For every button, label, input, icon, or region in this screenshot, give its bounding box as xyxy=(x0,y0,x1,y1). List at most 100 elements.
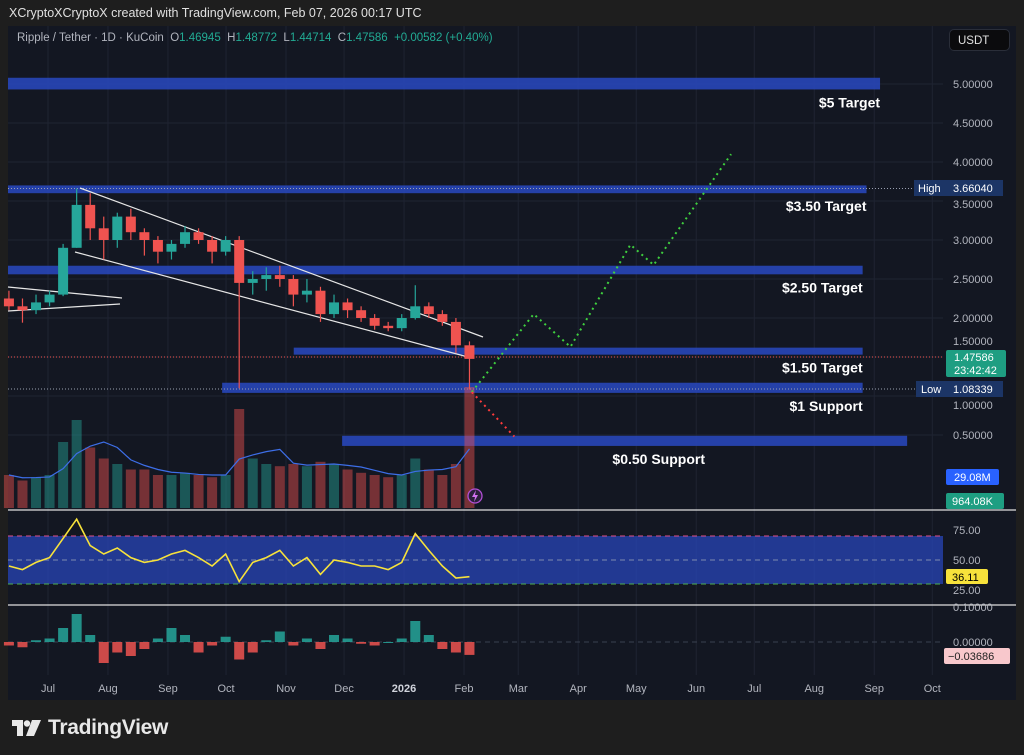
macd-panel xyxy=(3,614,943,663)
currency-button[interactable]: USDT xyxy=(949,29,1010,51)
candle-body xyxy=(274,275,285,279)
low-tag-label: Low xyxy=(921,384,941,396)
macd-histogram-bar xyxy=(180,635,191,642)
macd-histogram-bar xyxy=(125,642,136,656)
candle-body xyxy=(98,228,109,240)
low-tag: Low 1.08339 xyxy=(916,381,1003,397)
volume-bar xyxy=(98,458,109,508)
volume-bar xyxy=(423,469,434,508)
high-value: 1.48772 xyxy=(235,32,278,44)
candle-body xyxy=(31,302,42,311)
change-value: +0.00582 (+0.40%) xyxy=(394,32,493,44)
zone-band[interactable] xyxy=(8,185,867,194)
zone-band[interactable] xyxy=(8,265,863,275)
rsi-tick-label: 25.00 xyxy=(953,585,981,597)
rsi-tick-label: 75.00 xyxy=(953,525,981,537)
macd-histogram-bar xyxy=(17,642,28,648)
volume-bar xyxy=(437,475,448,508)
rsi-tag: 36.11 xyxy=(946,569,988,584)
macd-histogram-bar xyxy=(301,638,312,642)
macd-histogram-bar xyxy=(383,642,394,643)
axes: 5.00000 4.50000 4.00000 3.50000 3.00000 2.500… xyxy=(41,79,993,695)
price-tick-label: 3.50000 xyxy=(953,199,993,211)
volume-bar xyxy=(464,387,475,508)
volume-bar xyxy=(220,475,231,508)
chart-credit: XCryptoXCryptoX created with TradingView… xyxy=(9,6,422,20)
candle-body xyxy=(437,314,448,322)
macd-histogram-bar xyxy=(112,642,123,653)
rsi-panel xyxy=(8,517,943,585)
time-tick-label: Aug xyxy=(804,683,824,695)
macd-histogram-bar xyxy=(139,642,150,649)
price-tick-label: 4.00000 xyxy=(953,157,993,169)
volume-bar xyxy=(85,447,96,508)
volume-bar xyxy=(450,464,461,508)
high-tag-label: High xyxy=(918,183,941,195)
volume-tag: 29.08M xyxy=(946,469,999,485)
high-tag-value: 3.66040 xyxy=(953,183,993,195)
price-tick-label: 5.00000 xyxy=(953,79,993,91)
candle-body xyxy=(3,298,14,307)
macd-tag: −0.03686 xyxy=(944,648,1010,664)
brand-name: TradingView xyxy=(48,716,169,739)
zone-label: $1.50 Target xyxy=(782,360,863,376)
candle-body xyxy=(329,302,340,315)
low-label: L xyxy=(283,32,290,44)
price-tick-label: 2.50000 xyxy=(953,274,993,286)
symbol-legend[interactable]: Ripple / Tether · 1D · KuCoin O1.46945 H… xyxy=(17,32,493,44)
candle-body xyxy=(301,290,312,295)
candle-body xyxy=(410,306,421,318)
time-tick-label: Dec xyxy=(334,683,354,695)
zone-band[interactable] xyxy=(342,435,908,446)
macd-histogram-bar xyxy=(58,628,69,642)
zone-label: $0.50 Support xyxy=(612,451,705,467)
low-tag-value: 1.08339 xyxy=(953,384,993,396)
zone-labels: $5 Target $3.50 Target $2.50 Target $1.50 T… xyxy=(612,94,880,466)
wedge-lower-line[interactable] xyxy=(74,251,469,358)
zone-band[interactable] xyxy=(222,382,863,393)
volume-ma-line xyxy=(8,441,470,479)
candle-body xyxy=(125,216,136,233)
macd-histogram-bar xyxy=(166,628,177,642)
zone-band[interactable] xyxy=(8,77,881,90)
candle-body xyxy=(193,232,204,240)
time-tick-label: Apr xyxy=(570,683,587,695)
projections[interactable] xyxy=(470,153,732,438)
price-tick-label: 3.00000 xyxy=(953,235,993,247)
candle-body xyxy=(207,240,218,252)
time-tick-label: Mar xyxy=(509,683,528,695)
lightning-icon[interactable] xyxy=(467,488,483,504)
low-value: 1.44714 xyxy=(289,32,332,44)
volume-bar xyxy=(288,464,299,508)
macd-histogram-bar xyxy=(207,642,218,646)
candle-body xyxy=(423,306,434,315)
zone-band[interactable] xyxy=(293,347,863,355)
macd-histogram-bar xyxy=(152,638,163,642)
macd-histogram-bar xyxy=(369,642,380,646)
zones xyxy=(8,77,908,446)
volume-value: 29.08M xyxy=(954,472,991,484)
candle-body xyxy=(71,204,82,248)
macd-histogram-bar xyxy=(3,642,14,646)
volume-ma-tag: 964.08K xyxy=(946,493,1004,509)
macd-tick-label: 0.10000 xyxy=(953,602,993,614)
symbol-name[interactable]: Ripple / Tether · 1D · KuCoin xyxy=(17,32,164,44)
candle-body xyxy=(342,302,353,311)
macd-histogram-bar xyxy=(342,638,353,642)
rsi-value: 36.11 xyxy=(952,572,979,584)
time-tick-label: Feb xyxy=(455,683,474,695)
current-price-value: 1.47586 xyxy=(954,352,994,364)
bearish-projection-path[interactable] xyxy=(471,391,516,438)
price-tick-label: 1.50000 xyxy=(953,336,993,348)
close-label: C xyxy=(337,32,347,44)
volume-bar xyxy=(3,475,14,508)
macd-histogram-bar xyxy=(247,642,258,653)
bar-countdown: 23:42:42 xyxy=(954,365,997,377)
close-value: 1.47586 xyxy=(346,32,388,44)
time-tick-label: May xyxy=(626,683,647,695)
volume-bar xyxy=(274,466,285,508)
volume-bar xyxy=(71,420,82,508)
zone-label: $3.50 Target xyxy=(786,198,867,214)
macd-histogram-bar xyxy=(315,642,326,649)
